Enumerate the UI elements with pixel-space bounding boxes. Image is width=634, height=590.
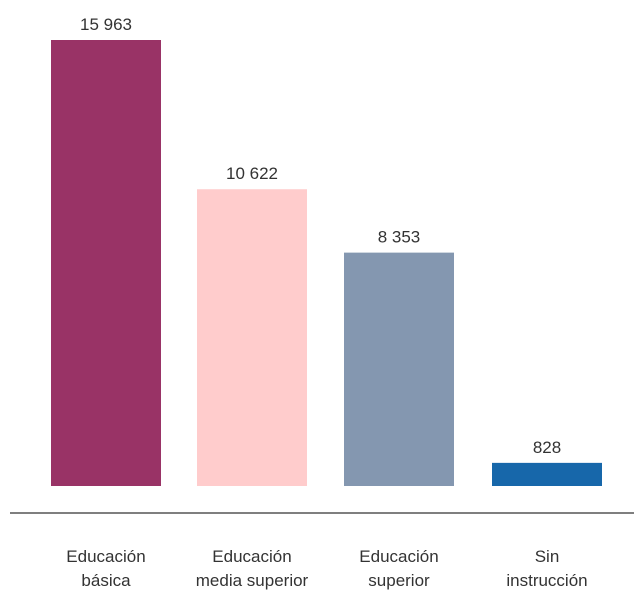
bar-value-label-3: 8 353 (378, 228, 421, 247)
category-label-3-line-2: superior (368, 571, 430, 590)
bar-value-label-1: 15 963 (80, 15, 132, 34)
category-label-2-line-1: Educación (212, 547, 291, 566)
bar-3 (344, 252, 454, 486)
category-label-1-line-2: básica (81, 571, 131, 590)
category-label-2-line-2: media superior (196, 571, 309, 590)
category-label-1-line-1: Educación (66, 547, 145, 566)
category-label-4-line-2: instrucción (506, 571, 587, 590)
bar-value-label-4: 828 (533, 438, 561, 457)
bar-1 (51, 40, 161, 486)
category-label-3-line-1: Educación (359, 547, 438, 566)
category-label-4-line-1: Sin (535, 547, 560, 566)
bar-4 (492, 462, 602, 486)
bars-layer (51, 40, 602, 486)
category-labels-layer: Educación básica Educación media superior Ed… (66, 547, 587, 590)
bar-2 (197, 189, 307, 486)
value-labels-layer: 15 963 10 622 8 353 828 (80, 15, 561, 457)
bar-value-label-2: 10 622 (226, 164, 278, 183)
